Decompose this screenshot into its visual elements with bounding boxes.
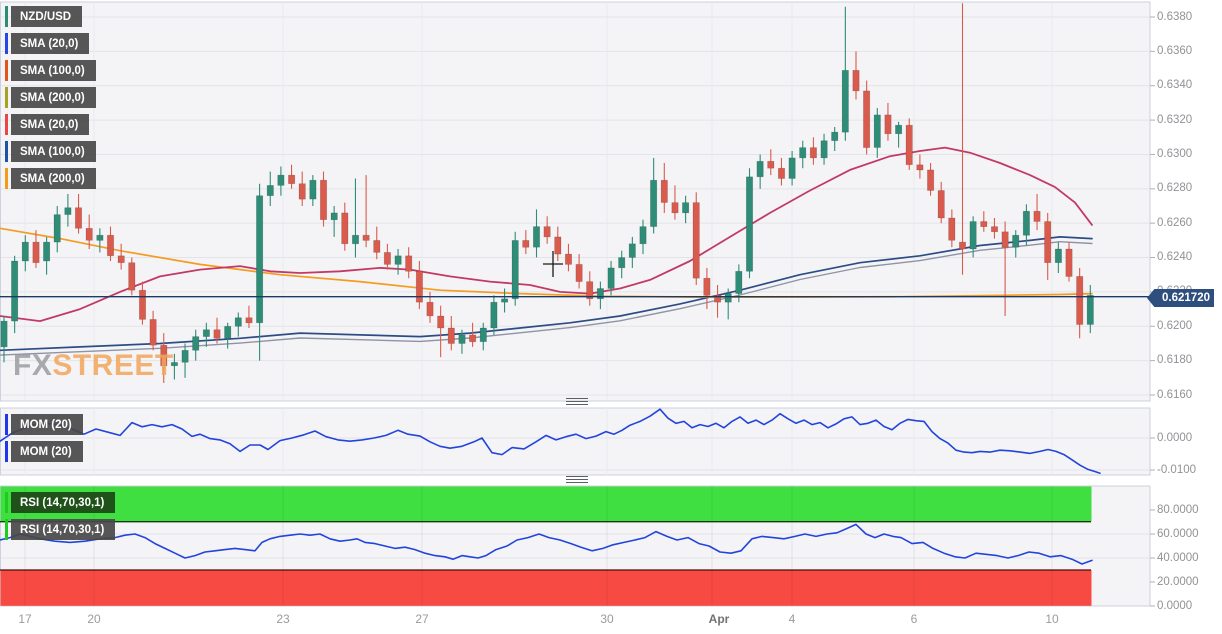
price-axis-label: 0.6360	[1157, 44, 1193, 57]
date-axis-label: Apr	[708, 612, 730, 626]
price-axis-label: 0.6180	[1157, 354, 1193, 367]
legend-label: SMA (100,0)	[11, 141, 96, 162]
legend-label: SMA (200,0)	[11, 168, 96, 189]
main-chart-legend: NZD/USD SMA (20,0) SMA (100,0) SMA (200,0) S…	[5, 6, 96, 189]
date-axis-label: 6	[910, 612, 918, 626]
legend-color-marker	[5, 114, 8, 135]
date-axis-label: 20	[87, 612, 101, 626]
rsi-legend-item: RSI (14,70,30,1)	[5, 492, 116, 513]
legend-color-marker	[5, 6, 8, 27]
rsi-axis-label: 80.0000	[1157, 503, 1199, 516]
rsi-legend-item: RSI (14,70,30,1)	[5, 519, 116, 540]
legend-color-marker	[5, 33, 8, 54]
momentum-legend-item: MOM (20)	[5, 414, 83, 435]
date-axis-label: 23	[276, 612, 290, 626]
legend-label: SMA (20,0)	[11, 33, 90, 54]
crosshair-cursor	[543, 251, 563, 277]
legend-color-marker	[5, 141, 8, 162]
momentum-axis-label: -0.0100	[1157, 463, 1197, 476]
date-axis-label: 4	[788, 612, 796, 626]
legend-label: SMA (200,0)	[11, 87, 96, 108]
legend-label: MOM (20)	[11, 414, 83, 435]
legend-color-marker	[5, 60, 8, 81]
fxstreet-watermark: FXSTREET	[13, 349, 174, 383]
momentum-legend-item: MOM (20)	[5, 441, 83, 462]
last-price-badge: 0.621720	[1147, 289, 1214, 307]
date-axis-label: 30	[600, 612, 614, 626]
legend-color-marker	[5, 519, 8, 540]
date-axis-label: 17	[18, 612, 32, 626]
price-axis-label: 0.6240	[1157, 251, 1193, 264]
legend-label: RSI (14,70,30,1)	[11, 492, 116, 513]
legend-color-marker	[5, 414, 8, 435]
rsi-axis-label: 20.0000	[1157, 575, 1199, 588]
momentum-legend: MOM (20) MOM (20)	[5, 414, 83, 462]
main-legend-item: SMA (200,0)	[5, 168, 96, 189]
price-axis-label: 0.6340	[1157, 79, 1193, 92]
price-axis-label: 0.6380	[1157, 10, 1193, 23]
price-axis-label: 0.6260	[1157, 216, 1193, 229]
main-legend-item: SMA (200,0)	[5, 87, 96, 108]
price-axis-label: 0.6160	[1157, 388, 1193, 401]
main-legend-item: SMA (20,0)	[5, 114, 96, 135]
price-axis-label: 0.6320	[1157, 113, 1193, 126]
watermark-fx: FX	[13, 349, 53, 382]
price-axis-label: 0.6300	[1157, 147, 1193, 160]
legend-label: MOM (20)	[11, 441, 83, 462]
main-legend-item: SMA (100,0)	[5, 60, 96, 81]
main-legend-item: SMA (100,0)	[5, 141, 96, 162]
price-axis-label: 0.6200	[1157, 319, 1193, 332]
legend-label: SMA (100,0)	[11, 60, 96, 81]
momentum-axis-label: 0.0000	[1157, 431, 1193, 444]
legend-color-marker	[5, 492, 8, 513]
rsi-axis-label: 60.0000	[1157, 527, 1199, 540]
watermark-street: STREET	[52, 349, 174, 382]
legend-label: RSI (14,70,30,1)	[11, 519, 116, 540]
price-axis-label: 0.6280	[1157, 182, 1193, 195]
legend-label: NZD/USD	[11, 6, 83, 27]
legend-color-marker	[5, 168, 8, 189]
date-axis-label: 10	[1045, 612, 1059, 626]
panel-resize-grip-rsi[interactable]	[566, 476, 588, 483]
rsi-axis-label: 40.0000	[1157, 551, 1199, 564]
date-axis-label: 27	[415, 612, 429, 626]
main-legend-item: NZD/USD	[5, 6, 96, 27]
panel-resize-grip-mom[interactable]	[566, 398, 588, 405]
legend-color-marker	[5, 87, 8, 108]
legend-label: SMA (20,0)	[11, 114, 90, 135]
rsi-legend: RSI (14,70,30,1) RSI (14,70,30,1)	[5, 492, 116, 540]
rsi-axis-label: 0.0000	[1157, 599, 1193, 612]
main-legend-item: SMA (20,0)	[5, 33, 96, 54]
legend-color-marker	[5, 441, 8, 462]
